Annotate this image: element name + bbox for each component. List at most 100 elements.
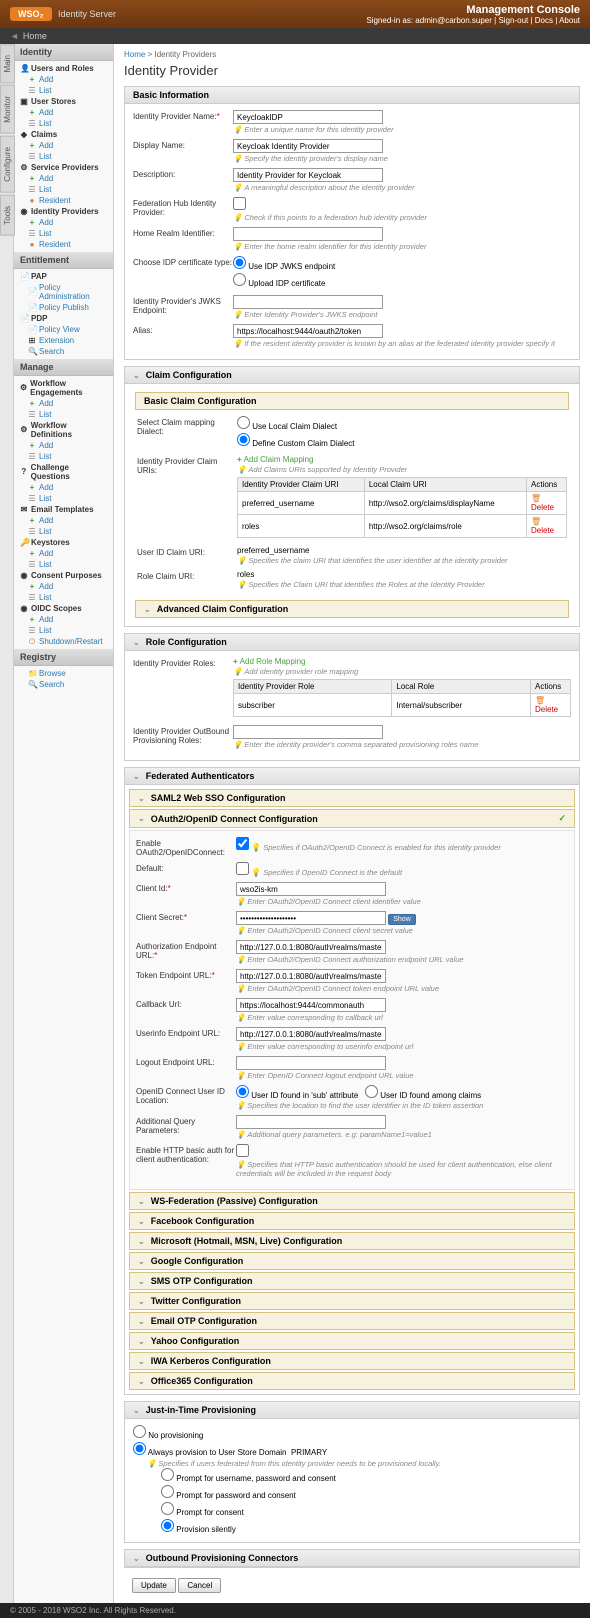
userinfo-url-input[interactable] bbox=[236, 1027, 386, 1041]
sidebar-reg-search[interactable]: 🔍Search bbox=[14, 679, 113, 690]
sidebar-workflow-eng[interactable]: ⚙Workflow Engagements bbox=[14, 378, 113, 398]
prompt-pc-radio[interactable] bbox=[161, 1485, 174, 1498]
cert-jwks-radio[interactable] bbox=[233, 256, 246, 269]
default-checkbox[interactable] bbox=[236, 862, 249, 875]
show-button[interactable]: Show bbox=[388, 914, 416, 925]
sidebar-challenge-q[interactable]: ?Challenge Questions bbox=[14, 462, 113, 482]
claim-config-header[interactable]: ⌄Claim Configuration bbox=[125, 367, 579, 384]
side-tab-tools[interactable]: Tools bbox=[0, 195, 15, 236]
fed-hub-checkbox[interactable] bbox=[233, 197, 246, 210]
about-link[interactable]: About bbox=[559, 16, 580, 25]
side-tab-configure[interactable]: Configure bbox=[0, 136, 15, 193]
jwks-input[interactable] bbox=[233, 295, 383, 309]
sidebar-email-tmpl[interactable]: ✉Email Templates bbox=[14, 504, 113, 515]
sidebar-wfd-add[interactable]: +Add bbox=[14, 440, 113, 451]
sidebar-identity-providers[interactable]: ◉Identity Providers bbox=[14, 206, 113, 217]
define-custom-radio[interactable] bbox=[237, 433, 250, 446]
client-id-input[interactable] bbox=[236, 882, 386, 896]
client-secret-input[interactable] bbox=[236, 911, 386, 925]
sidebar-wfe-add[interactable]: +Add bbox=[14, 398, 113, 409]
sidebar-ks-add[interactable]: +Add bbox=[14, 548, 113, 559]
sidebar-et-list[interactable]: ☰List bbox=[14, 526, 113, 537]
fed-auth-item[interactable]: ⌄Office365 Configuration bbox=[129, 1372, 575, 1390]
delete-link[interactable]: 🗑Delete bbox=[531, 494, 554, 512]
sidebar-et-add[interactable]: +Add bbox=[14, 515, 113, 526]
sidebar-cq-list[interactable]: ☰List bbox=[14, 493, 113, 504]
fed-auth-item[interactable]: ⌄SMS OTP Configuration bbox=[129, 1272, 575, 1290]
prompt-c-radio[interactable] bbox=[161, 1502, 174, 1515]
sidebar-sp-list[interactable]: ☰List bbox=[14, 184, 113, 195]
sidebar-sp-resident[interactable]: ●Resident bbox=[14, 195, 113, 206]
add-claim-mapping-link[interactable]: +Add Claim Mapping bbox=[237, 455, 313, 464]
prompt-upc-radio[interactable] bbox=[161, 1468, 174, 1481]
always-prov-radio[interactable] bbox=[133, 1442, 146, 1455]
sidebar-policy-view[interactable]: 📄Policy View bbox=[14, 324, 113, 335]
update-button[interactable]: Update bbox=[132, 1578, 176, 1593]
role-config-header[interactable]: ⌄Role Configuration bbox=[125, 634, 579, 651]
sidebar-user-stores[interactable]: ▣User Stores bbox=[14, 96, 113, 107]
add-role-mapping-link[interactable]: +Add Role Mapping bbox=[233, 657, 306, 666]
logout-url-input[interactable] bbox=[236, 1056, 386, 1070]
sidebar-users-add[interactable]: +Add bbox=[14, 74, 113, 85]
fed-auth-header[interactable]: ⌄Federated Authenticators bbox=[125, 768, 579, 785]
basic-claim-header[interactable]: Basic Claim Configuration bbox=[135, 392, 569, 410]
oauth-header[interactable]: ⌄OAuth2/OpenID Connect Configuration bbox=[129, 809, 575, 828]
enable-oauth-checkbox[interactable] bbox=[236, 837, 249, 850]
sidebar-policy-publish[interactable]: 📄Policy Publish bbox=[14, 302, 113, 313]
sidebar-pap[interactable]: 📄PAP bbox=[14, 271, 113, 282]
docs-link[interactable]: Docs bbox=[535, 16, 553, 25]
sidebar-ent-search[interactable]: 🔍Search bbox=[14, 346, 113, 357]
sidebar-idp-add[interactable]: +Add bbox=[14, 217, 113, 228]
signout-link[interactable]: Sign-out bbox=[498, 16, 528, 25]
fed-auth-item[interactable]: ⌄Google Configuration bbox=[129, 1252, 575, 1270]
sidebar-users-list[interactable]: ☰List bbox=[14, 85, 113, 96]
fed-auth-item[interactable]: ⌄WS-Federation (Passive) Configuration bbox=[129, 1192, 575, 1210]
sidebar-cq-add[interactable]: +Add bbox=[14, 482, 113, 493]
authz-url-input[interactable] bbox=[236, 940, 386, 954]
token-url-input[interactable] bbox=[236, 969, 386, 983]
fed-auth-item[interactable]: ⌄IWA Kerberos Configuration bbox=[129, 1352, 575, 1370]
sidebar-stores-list[interactable]: ☰List bbox=[14, 118, 113, 129]
outbound-header[interactable]: ⌄Outbound Provisioning Connectors bbox=[125, 1550, 579, 1567]
sidebar-oidc-add[interactable]: +Add bbox=[14, 614, 113, 625]
sidebar-users-roles[interactable]: 👤Users and Roles bbox=[14, 63, 113, 74]
cert-upload-radio[interactable] bbox=[233, 273, 246, 286]
sidebar-service-providers[interactable]: ⚙Service Providers bbox=[14, 162, 113, 173]
prov-silently-radio[interactable] bbox=[161, 1519, 174, 1532]
sidebar-stores-add[interactable]: +Add bbox=[14, 107, 113, 118]
alias-input[interactable] bbox=[233, 324, 383, 338]
saml-header[interactable]: ⌄SAML2 Web SSO Configuration bbox=[129, 789, 575, 807]
sidebar-shutdown[interactable]: ⏻Shutdown/Restart bbox=[14, 636, 113, 647]
sidebar-pdp[interactable]: 📄PDP bbox=[14, 313, 113, 324]
sidebar-oidc-list[interactable]: ☰List bbox=[14, 625, 113, 636]
use-local-radio[interactable] bbox=[237, 416, 250, 429]
sidebar-claims[interactable]: ◆Claims bbox=[14, 129, 113, 140]
advanced-claim-header[interactable]: ⌄Advanced Claim Configuration bbox=[135, 600, 569, 618]
home-bar[interactable]: ◄ Home bbox=[0, 28, 590, 44]
sidebar-workflow-def[interactable]: ⚙Workflow Definitions bbox=[14, 420, 113, 440]
sidebar-wfe-list[interactable]: ☰List bbox=[14, 409, 113, 420]
sidebar-idp-list[interactable]: ☰List bbox=[14, 228, 113, 239]
sidebar-extension[interactable]: ⊞Extension bbox=[14, 335, 113, 346]
sidebar-sp-add[interactable]: +Add bbox=[14, 173, 113, 184]
userid-sub-radio[interactable] bbox=[236, 1085, 249, 1098]
prov-roles-input[interactable] bbox=[233, 725, 383, 739]
delete-link[interactable]: 🗑Delete bbox=[531, 517, 554, 535]
callback-url-input[interactable] bbox=[236, 998, 386, 1012]
sidebar-keystores[interactable]: 🔑Keystores bbox=[14, 537, 113, 548]
breadcrumb-home[interactable]: Home bbox=[124, 50, 145, 59]
cancel-button[interactable]: Cancel bbox=[178, 1578, 221, 1593]
sidebar-oidc-scopes[interactable]: ◉OIDC Scopes bbox=[14, 603, 113, 614]
basic-info-header[interactable]: Basic Information bbox=[125, 87, 579, 104]
fed-auth-item[interactable]: ⌄Email OTP Configuration bbox=[129, 1312, 575, 1330]
fed-auth-item[interactable]: ⌄Microsoft (Hotmail, MSN, Live) Configur… bbox=[129, 1232, 575, 1250]
description-input[interactable] bbox=[233, 168, 383, 182]
sidebar-consent[interactable]: ◉Consent Purposes bbox=[14, 570, 113, 581]
delete-link[interactable]: 🗑Delete bbox=[535, 696, 558, 714]
sidebar-idp-resident[interactable]: ●Resident bbox=[14, 239, 113, 250]
sidebar-policy-admin[interactable]: 📄Policy Administration bbox=[14, 282, 113, 302]
userid-claims-radio[interactable] bbox=[365, 1085, 378, 1098]
sidebar-ks-list[interactable]: ☰List bbox=[14, 559, 113, 570]
sidebar-cp-add[interactable]: +Add bbox=[14, 581, 113, 592]
sidebar-claims-add[interactable]: +Add bbox=[14, 140, 113, 151]
